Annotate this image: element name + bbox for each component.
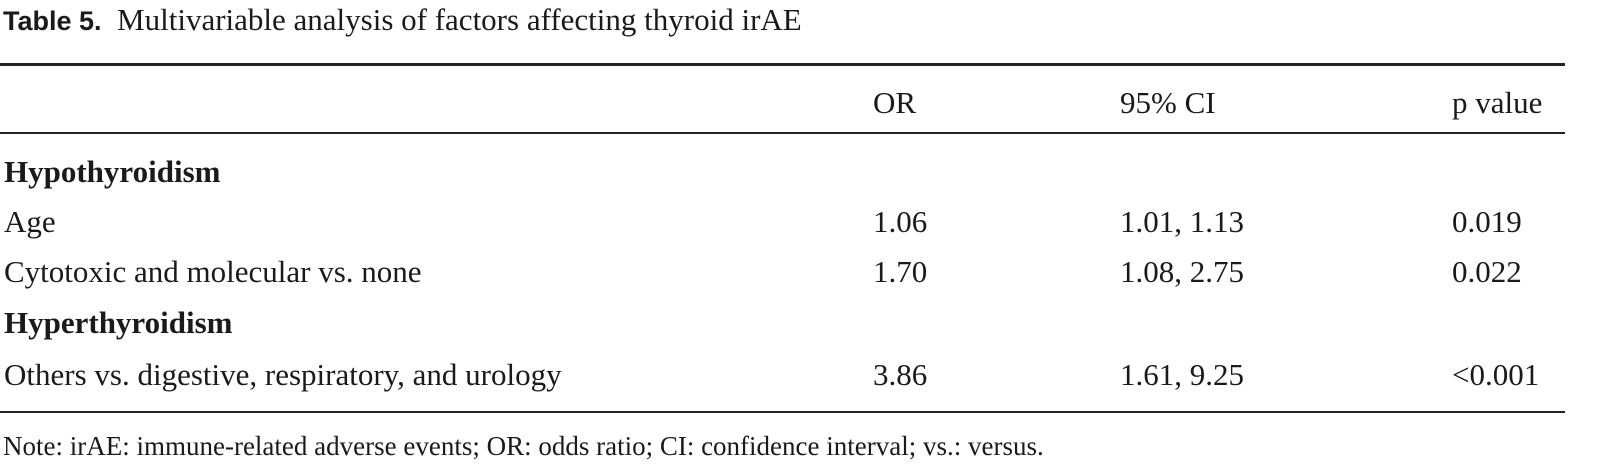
row-label: Cytotoxic and molecular vs. none (4, 254, 422, 289)
cell: 1.06 (873, 204, 928, 239)
caption-label: Table 5. (3, 6, 102, 36)
caption: Table 5. Multivariable analysis of facto… (3, 0, 802, 41)
column-header: p value (1452, 85, 1543, 120)
cell: 3.86 (873, 357, 928, 392)
cell: 1.08, 2.75 (1120, 254, 1244, 289)
cell: 1.70 (873, 254, 928, 289)
note: Note: irAE: immune-related adverse event… (3, 431, 1044, 461)
bottom-rule (0, 411, 1565, 413)
column-header: OR (873, 85, 917, 120)
top-rule (0, 63, 1565, 66)
cell: <0.001 (1452, 357, 1540, 392)
row-label: Age (4, 204, 56, 239)
cell: 0.019 (1452, 204, 1522, 239)
cell: 1.01, 1.13 (1120, 204, 1244, 239)
section-title: Hypothyroidism (4, 154, 221, 189)
section-title: Hyperthyroidism (4, 305, 233, 340)
column-header: 95% CI (1120, 85, 1216, 120)
header-rule (0, 132, 1565, 134)
row-label: Others vs. digestive, respiratory, and u… (4, 357, 562, 392)
caption-text: Multivariable analysis of factors affect… (117, 2, 802, 37)
cell: 0.022 (1452, 254, 1522, 289)
cell: 1.61, 9.25 (1120, 357, 1244, 392)
